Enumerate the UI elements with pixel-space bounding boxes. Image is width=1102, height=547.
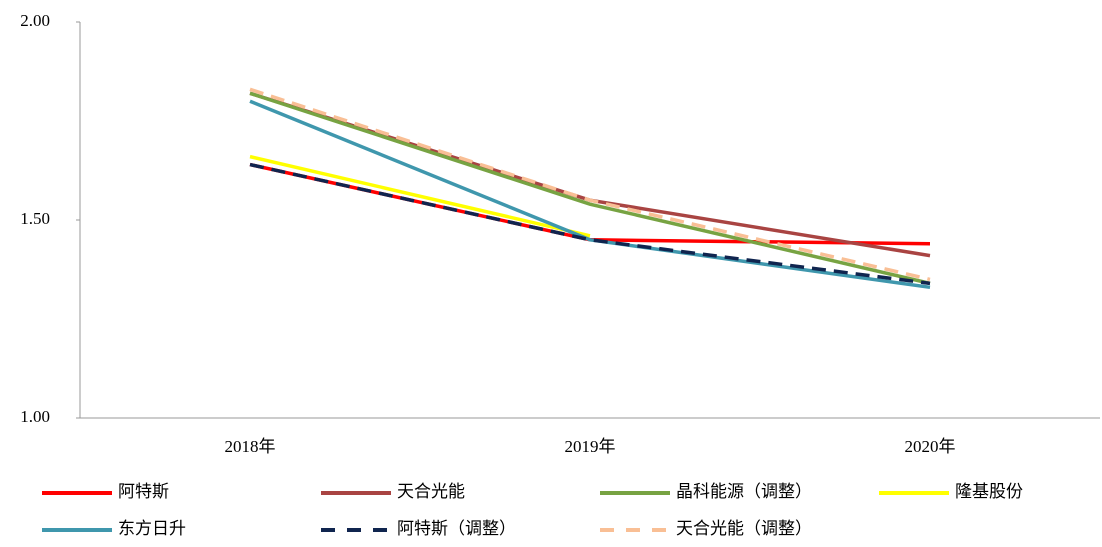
y-tick-label: 2.00 bbox=[20, 11, 50, 30]
series-line bbox=[249, 99, 931, 290]
series-line bbox=[249, 162, 931, 286]
y-tick-label: 1.50 bbox=[20, 209, 50, 228]
x-tick-label: 2018年 bbox=[225, 437, 276, 456]
legend-label: 隆基股份 bbox=[955, 482, 1023, 501]
legend-label: 天合光能（调整） bbox=[676, 519, 812, 538]
legend-label: 晶科能源（调整） bbox=[676, 482, 812, 501]
series-line bbox=[249, 91, 931, 258]
y-tick-label: 1.00 bbox=[20, 407, 50, 426]
series-line bbox=[249, 154, 591, 238]
x-tick-label: 2020年 bbox=[905, 437, 956, 456]
series-line bbox=[249, 87, 931, 282]
legend-label: 天合光能 bbox=[397, 482, 465, 501]
legend-label: 东方日升 bbox=[118, 519, 186, 538]
x-tick-label: 2019年 bbox=[565, 437, 616, 456]
legend-label: 阿特斯 bbox=[118, 482, 169, 501]
legend-label: 阿特斯（调整） bbox=[397, 519, 516, 538]
series-line bbox=[249, 91, 931, 286]
